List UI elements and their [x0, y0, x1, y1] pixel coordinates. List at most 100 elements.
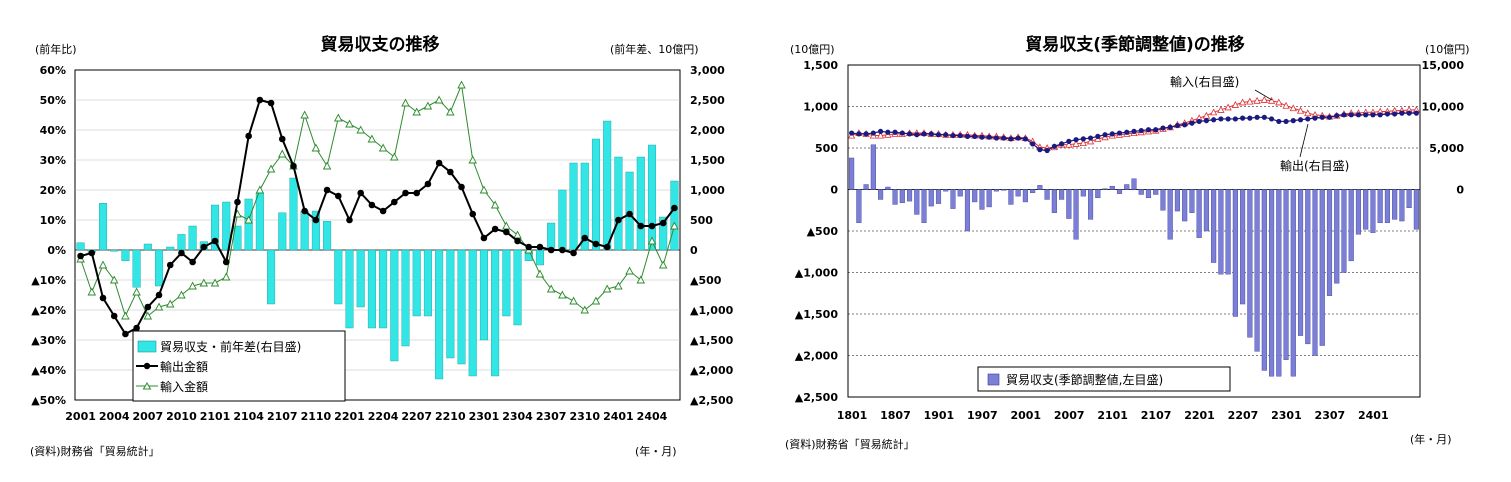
right-bar: [1399, 189, 1405, 222]
left-bar: [569, 162, 578, 251]
left-export-point: [592, 240, 600, 248]
left-export-point: [77, 252, 84, 260]
left-y-tick-label: ▲30%: [31, 334, 66, 347]
annotation-import: 輸入(右目盛): [1170, 74, 1239, 89]
right-bar: [1073, 189, 1079, 240]
left-export-point: [671, 204, 678, 212]
right-x-tick-label: 1807: [880, 409, 911, 422]
left-bar: [98, 202, 108, 251]
left-export-point: [133, 324, 140, 332]
left-bar: [177, 234, 186, 251]
left-legend: 貿易収支・前年差(右目盛) 輸出金額 輸入金額: [132, 330, 346, 402]
left-bar: [591, 138, 600, 251]
left-x-tick-label: 2001: [65, 410, 96, 423]
right-export-series: [849, 110, 1419, 154]
right-x-tick-label: 2401: [1358, 409, 1389, 422]
right-export-point: [899, 130, 905, 136]
left-export-point: [503, 228, 510, 236]
left-import-point: [221, 272, 231, 281]
right-left-y-tick-label: ▲1,500: [795, 308, 839, 321]
annotation-export-pointer: [1299, 123, 1309, 158]
left-import-point: [87, 287, 97, 296]
right-bar: [1283, 189, 1289, 360]
left-import-point: [356, 125, 365, 134]
left-right-y-tick-label: ▲1,000: [690, 304, 734, 317]
right-export-point: [1124, 129, 1130, 135]
left-plot-frame: [74, 69, 681, 401]
right-bar: [1276, 189, 1282, 377]
left-export-point: [525, 243, 533, 251]
right-bar: [1174, 189, 1180, 212]
left-bar: [659, 216, 668, 251]
right-import-point: [1224, 103, 1232, 111]
right-export-point: [1363, 112, 1369, 118]
right-export-point: [1211, 117, 1217, 123]
right-bar: [1167, 189, 1173, 240]
legend-swatch-bar: [137, 340, 157, 353]
right-export-point: [1073, 137, 1079, 143]
right-export-point: [1406, 110, 1412, 116]
right-right-y-tick-label: 0: [1456, 184, 1464, 197]
right-export-point: [1095, 133, 1101, 139]
left-export-point: [301, 207, 308, 215]
left-import-point: [121, 311, 130, 320]
right-chart-title: 貿易収支(季節調整値)の推移: [1025, 34, 1245, 55]
right-export-point: [1384, 111, 1391, 117]
right-bar: [1363, 189, 1369, 230]
right-export-point: [1377, 112, 1383, 118]
right-bar: [1341, 189, 1347, 273]
right-bar: [1225, 189, 1231, 275]
left-bar: [513, 249, 522, 326]
right-export-point: [1276, 118, 1282, 125]
right-bar: [1059, 189, 1065, 200]
left-export-point: [615, 216, 622, 224]
right-legend-box: [977, 366, 1231, 392]
left-x-tick-label: 2404: [637, 410, 668, 423]
right-bar: [950, 189, 956, 209]
right-import-line: [851, 99, 1417, 149]
right-x-tick-label: 2201: [1184, 409, 1215, 422]
right-export-point: [1160, 125, 1166, 131]
left-export-point: [547, 246, 555, 254]
left-y-tick-label: ▲40%: [31, 364, 66, 377]
left-export-point: [368, 201, 376, 209]
right-bar: [1037, 185, 1043, 190]
left-export-point: [88, 249, 96, 257]
right-bar: [1413, 189, 1419, 230]
right-left-y-tick-label: 0: [830, 184, 838, 197]
right-export-point: [1058, 141, 1065, 147]
right-export-point: [1189, 120, 1195, 126]
left-export-point: [626, 210, 633, 218]
right-import-point: [1209, 108, 1218, 116]
right-import-point: [1065, 140, 1073, 148]
right-bar: [943, 189, 949, 192]
left-import-point: [109, 275, 119, 284]
left-import-point: [311, 143, 321, 152]
left-chart: 貿易収支の推移 (前年比) (前年差、10億円) 60% 3,000 50% 2,50…: [30, 34, 734, 458]
right-bar: [1051, 189, 1057, 213]
right-bar: [899, 189, 905, 203]
left-export-point: [491, 225, 499, 233]
right-legend: 貿易収支(季節調整値,左目盛): [977, 366, 1231, 392]
right-bar: [1348, 189, 1354, 262]
left-bar: [390, 249, 399, 362]
legend-label-sa-bar: 貿易収支(季節調整値,左目盛): [1006, 372, 1163, 387]
left-x-tick-label: 2004: [99, 410, 130, 423]
left-import-point: [188, 281, 197, 290]
right-export-point: [1008, 136, 1014, 142]
left-import-point: [446, 107, 455, 116]
left-bar: [110, 249, 119, 252]
left-export-point: [144, 303, 152, 311]
right-export-point: [1196, 118, 1202, 125]
left-export-point: [458, 183, 465, 191]
left-right-y-tick-label: 0: [690, 244, 698, 257]
left-import-point: [98, 260, 108, 269]
right-import-point: [1282, 101, 1290, 109]
left-bar: [479, 249, 488, 341]
right-bar: [1261, 189, 1267, 371]
left-export-point: [290, 162, 297, 170]
left-bar: [323, 220, 332, 251]
left-bar: [468, 249, 477, 377]
left-x-tick-label: 2204: [368, 410, 399, 423]
left-export-point: [413, 189, 421, 197]
